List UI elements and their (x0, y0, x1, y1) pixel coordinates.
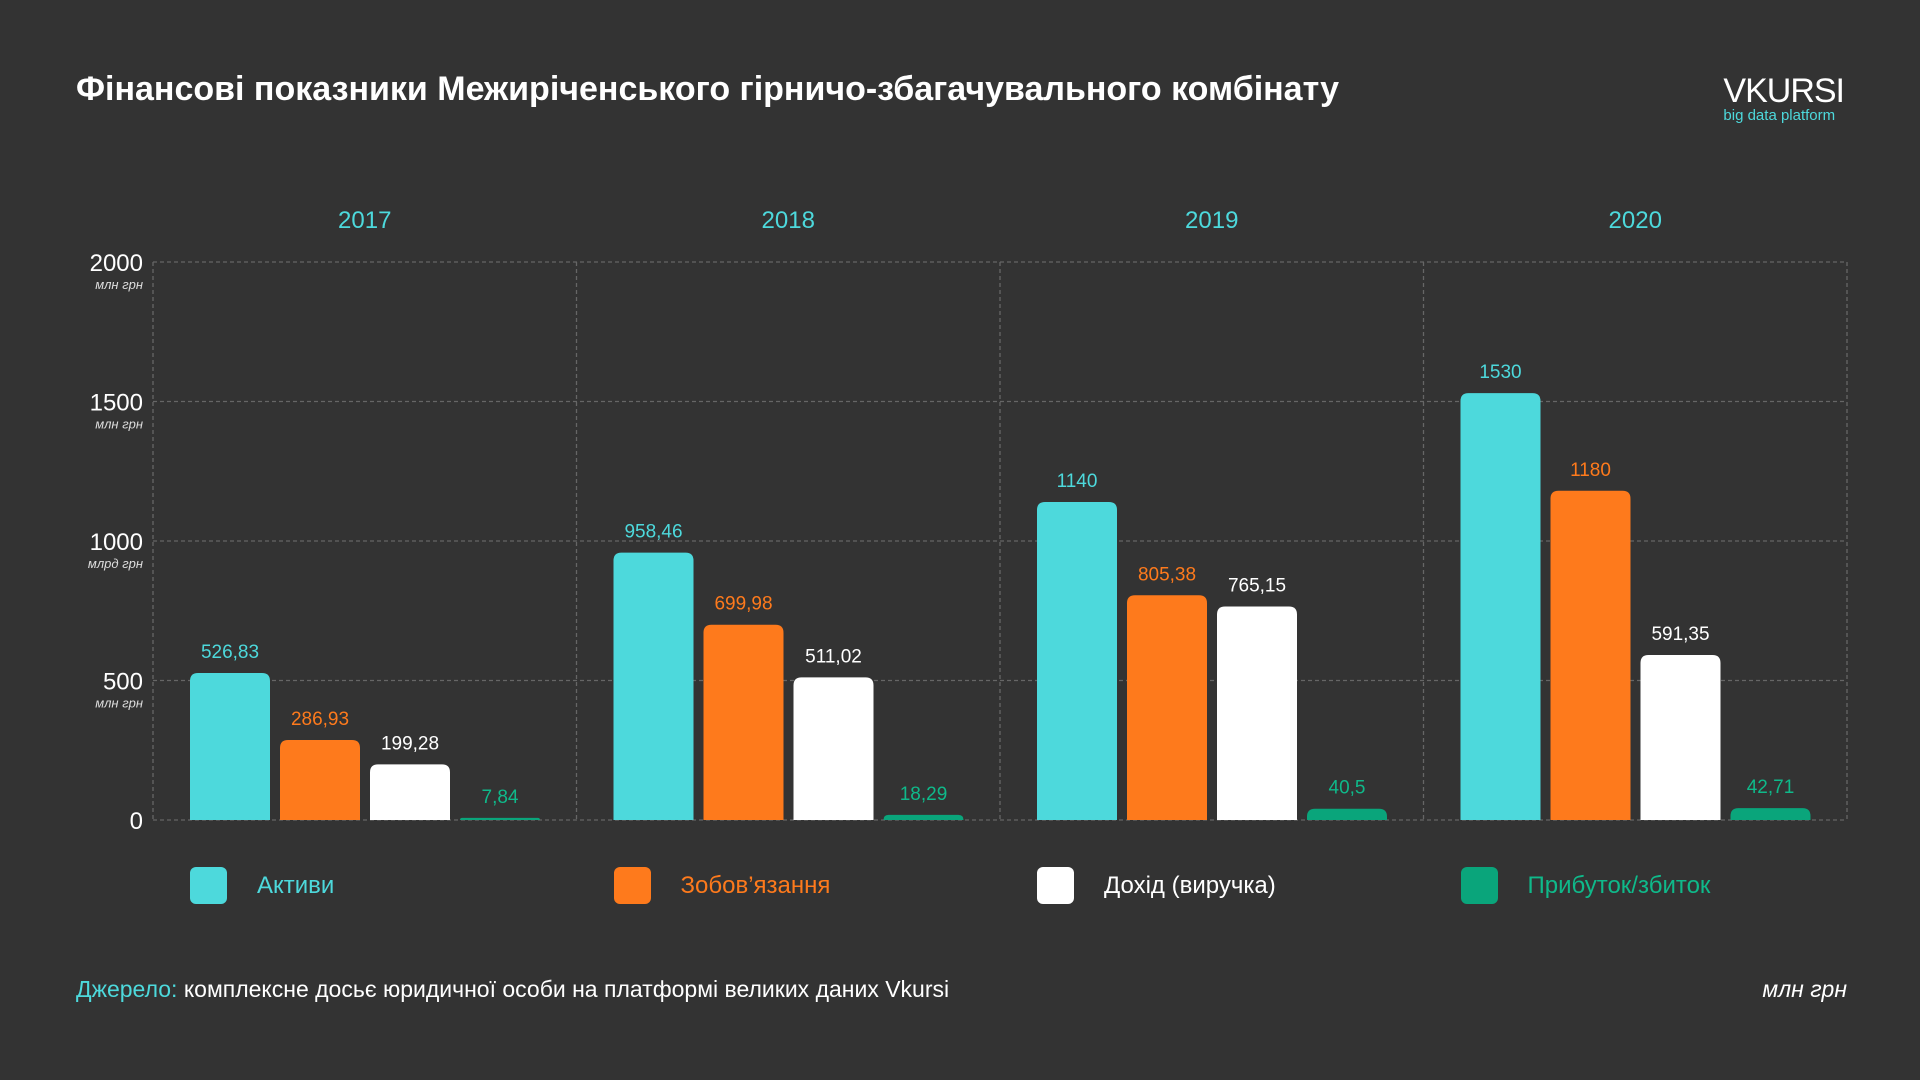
legend-item: Дохід (виручка) (1037, 867, 1276, 904)
y-tick-label: 1000 (90, 529, 143, 556)
data-label: 1530 (1479, 362, 1521, 383)
bar-2017-2 (370, 764, 450, 820)
data-label: 765,15 (1228, 576, 1286, 597)
data-label: 958,46 (624, 522, 682, 543)
legend-label: Прибуток/збиток (1527, 871, 1711, 899)
legend-item: Активи (190, 867, 334, 904)
y-tick-label: 2000 (90, 250, 143, 277)
legend-swatch (1037, 867, 1074, 904)
bar-2019-0 (1037, 501, 1117, 820)
bar-2019-3 (1307, 808, 1387, 820)
data-label: 1140 (1057, 471, 1098, 492)
bar-2018-0 (613, 552, 694, 820)
bar-2018-2 (793, 677, 874, 820)
y-tick-label: 0 (130, 808, 143, 835)
data-label: 18,29 (900, 784, 948, 805)
bar-2018-1 (703, 624, 784, 820)
category-label-2018: 2018 (762, 207, 815, 234)
bar-2019-1 (1127, 595, 1207, 820)
y-tick-unit: млн грн (95, 277, 143, 292)
legend-label: Дохід (виручка) (1104, 871, 1276, 899)
logo-text: VKURSI (1723, 72, 1845, 110)
data-label: 805,38 (1138, 564, 1196, 585)
legend-swatch (190, 867, 227, 904)
bar-2020-1 (1550, 490, 1631, 820)
legend-item: Прибуток/збиток (1460, 867, 1711, 904)
data-label: 40,5 (1329, 778, 1366, 799)
data-label: 591,35 (1651, 624, 1709, 645)
category-label-2019: 2019 (1185, 207, 1238, 234)
y-tick-unit: млрд грн (88, 556, 143, 571)
bar-2017-1 (280, 739, 360, 820)
source-text: комплексне досьє юридичної особи на плат… (177, 976, 950, 1002)
data-label: 526,83 (201, 642, 259, 663)
data-label: 286,93 (291, 709, 349, 730)
legend-label: Активи (257, 871, 335, 899)
bar-2019-2 (1217, 606, 1297, 820)
page-title: Фінансові показники Межиріченського гірн… (76, 70, 1339, 108)
data-label: 1180 (1570, 460, 1611, 481)
bar-2017-0 (190, 673, 270, 820)
source-label: Джерело: (76, 976, 178, 1002)
data-label: 42,71 (1747, 777, 1795, 798)
data-label: 7,84 (482, 787, 519, 808)
data-label: 511,02 (805, 646, 862, 667)
unit-note: млн грн (1762, 976, 1847, 1002)
data-label: 699,98 (714, 594, 772, 615)
category-label-2017: 2017 (338, 207, 391, 234)
source-note: Джерело: комплексне досьє юридичної особ… (76, 976, 949, 1003)
y-tick-label: 1500 (90, 390, 143, 417)
y-tick-unit: млн грн (95, 696, 143, 711)
bar-2020-0 (1460, 393, 1541, 820)
legend-item: Зобов’язання (613, 867, 831, 904)
legend-swatch (1460, 867, 1498, 904)
bar-2020-3 (1730, 808, 1811, 820)
y-tick-label: 500 (103, 669, 143, 696)
bar-2018-3 (883, 814, 964, 820)
legend-label: Зобов’язання (680, 871, 831, 899)
category-label-2020: 2020 (1609, 207, 1662, 234)
bar-2020-2 (1640, 655, 1721, 820)
vkursi-logo: VKURSI big data platform (1723, 72, 1845, 124)
legend-swatch (613, 867, 651, 904)
logo-subtitle: big data platform (1723, 107, 1836, 124)
data-label: 199,28 (381, 733, 439, 754)
y-tick-unit: млн грн (95, 417, 143, 432)
bar-2017-3 (460, 817, 540, 820)
